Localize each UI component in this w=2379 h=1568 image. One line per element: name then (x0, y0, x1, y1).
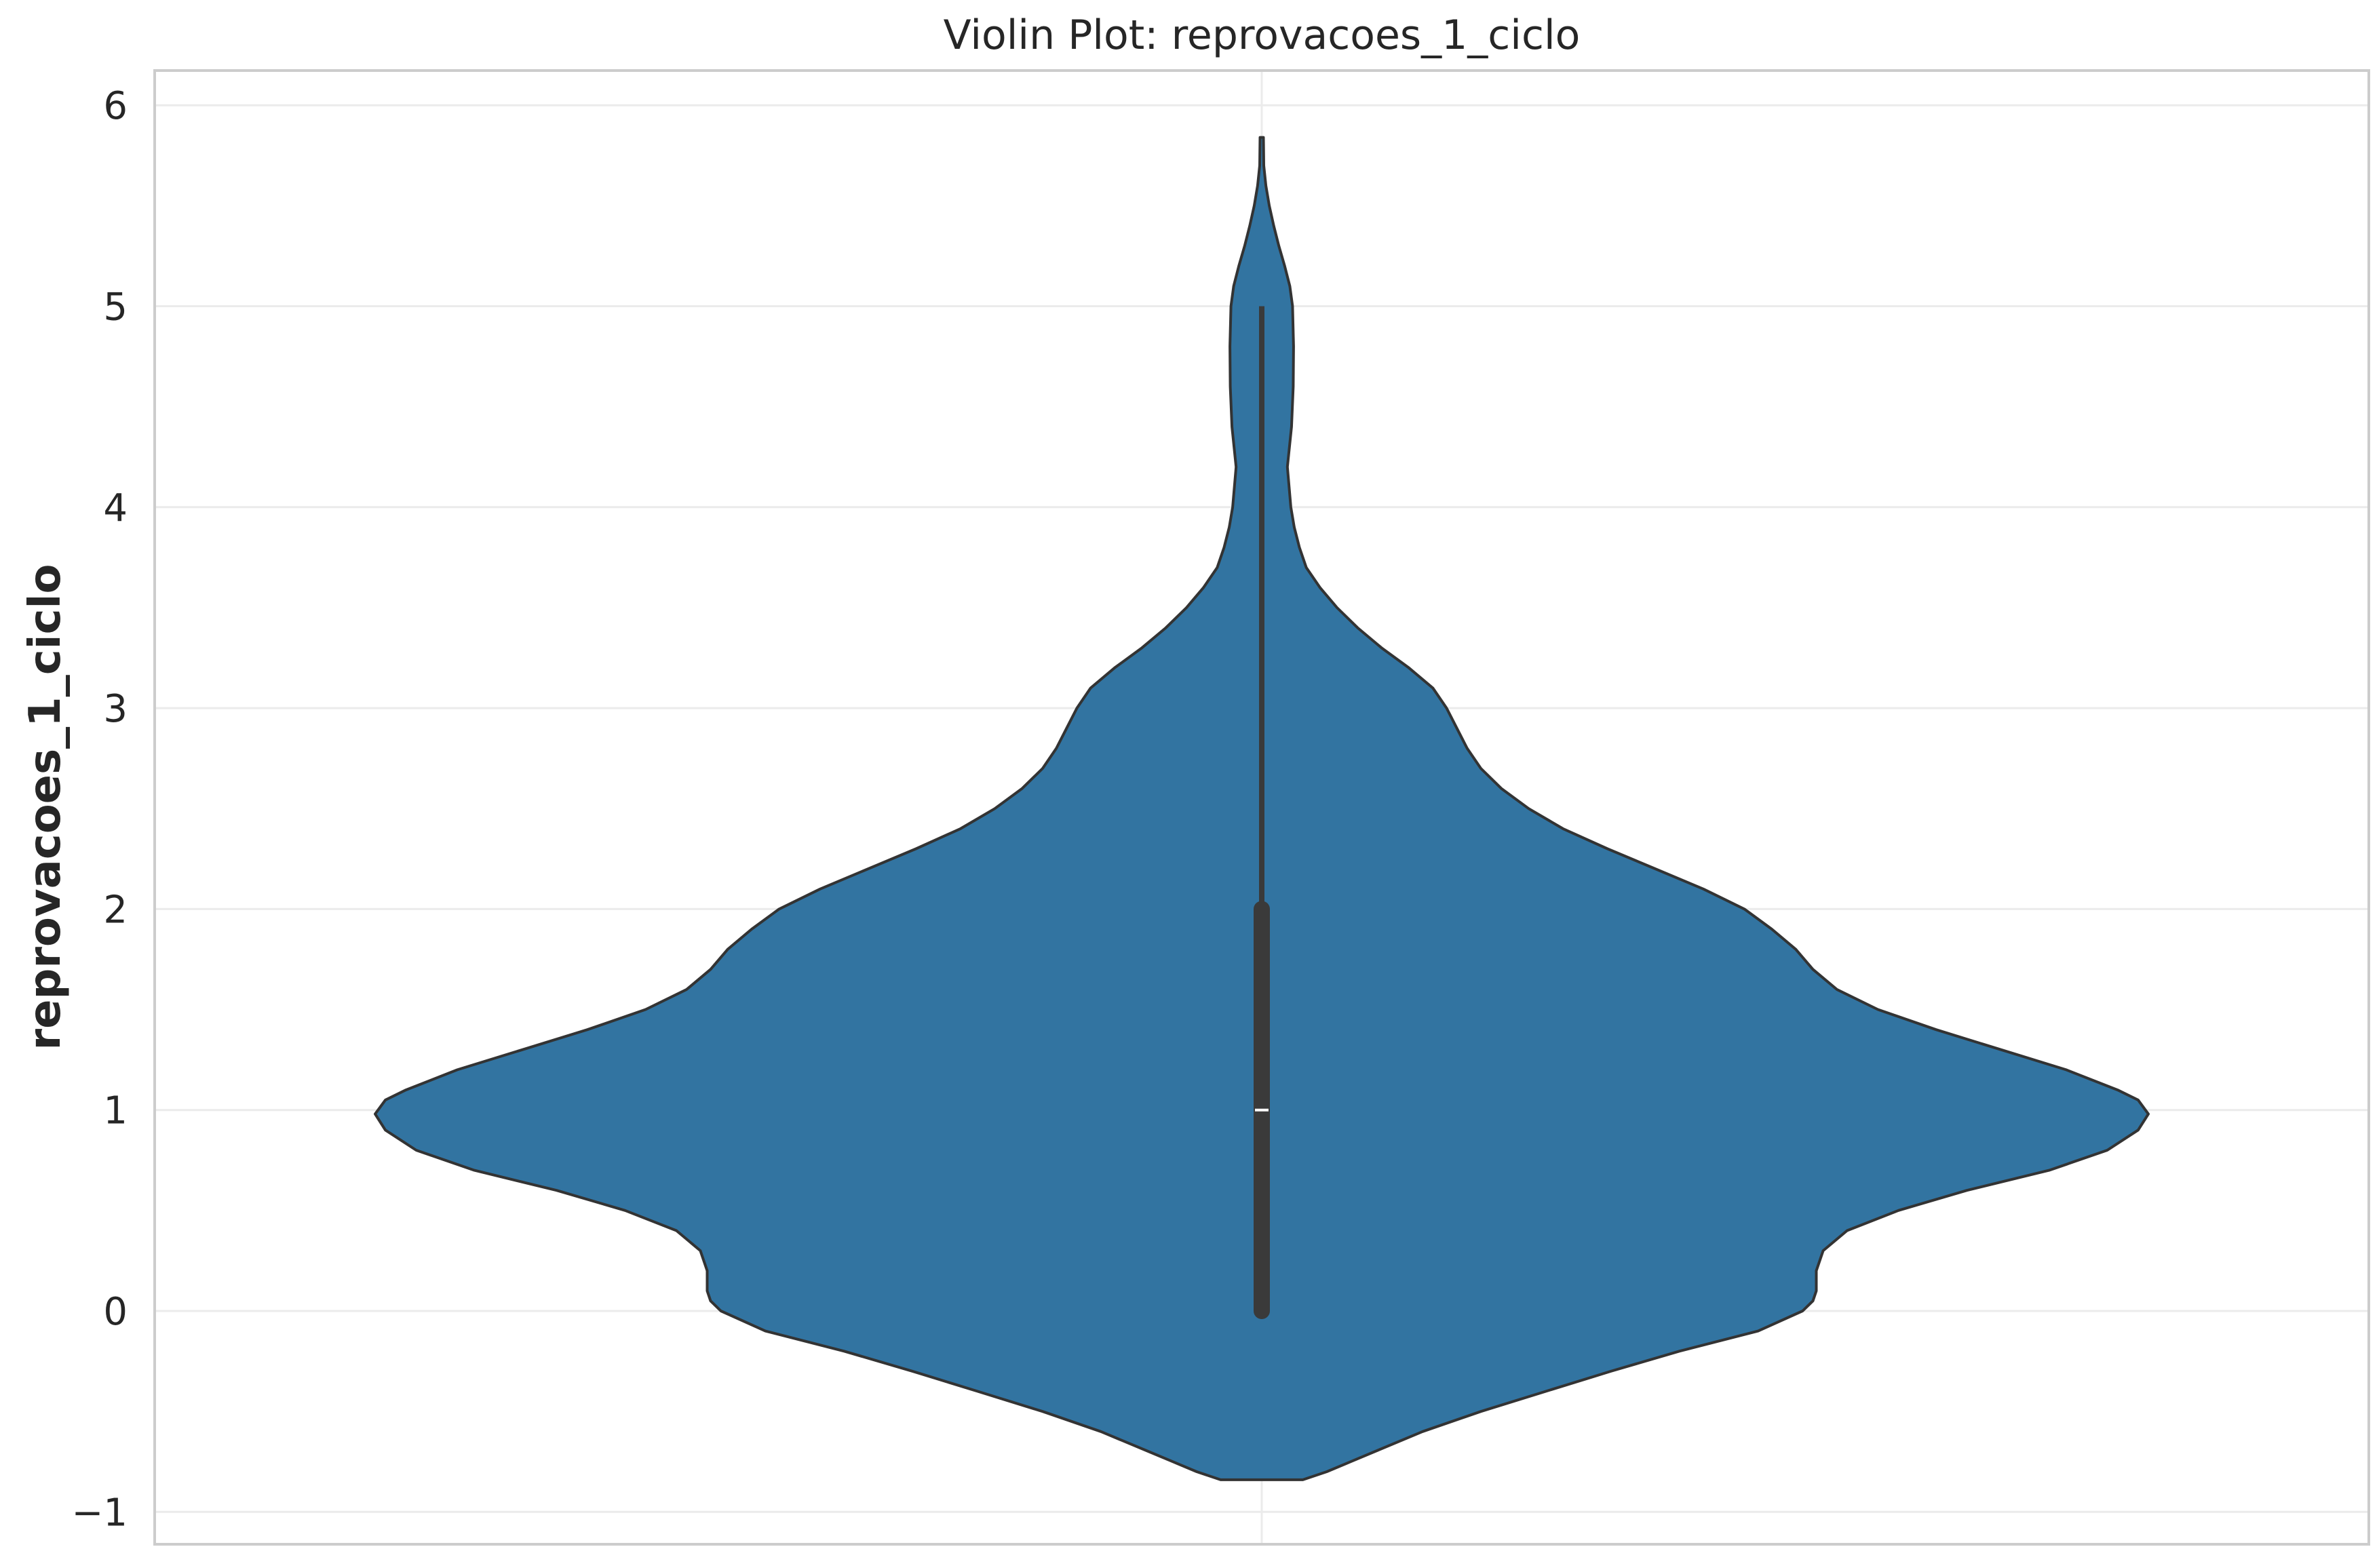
y-tick-label: 6 (103, 84, 128, 128)
plot-frame (153, 69, 2370, 1546)
y-tick-label: 1 (103, 1089, 128, 1133)
y-tick-label: 0 (103, 1290, 128, 1334)
y-tick-label: 2 (103, 888, 128, 932)
y-tick-label: 4 (103, 486, 128, 530)
y-axis-label: reprovacoes_1_ciclo (20, 564, 71, 1051)
y-tick-label: 3 (103, 687, 128, 731)
inner-box-group (1254, 306, 1270, 1319)
y-tick-label: −1 (71, 1491, 128, 1535)
chart-title: Violin Plot: reprovacoes_1_ciclo (944, 12, 1581, 59)
y-tick-labels: −1 0 1 2 3 4 5 6 (71, 84, 128, 1535)
y-tick-label: 5 (103, 286, 128, 330)
